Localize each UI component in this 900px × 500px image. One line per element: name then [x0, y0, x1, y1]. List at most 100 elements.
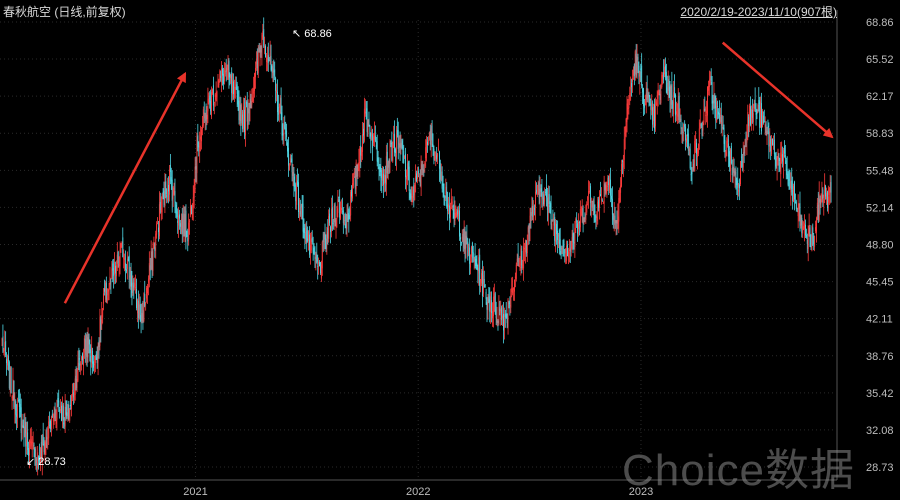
candle-body [159, 201, 161, 210]
candle-body [605, 185, 607, 193]
candle-body [51, 413, 53, 418]
candle-body [53, 412, 55, 422]
candle-body [282, 133, 284, 136]
candle-body [784, 154, 786, 159]
candle-body [768, 131, 770, 147]
date-range-link[interactable]: 2020/2/19-2023/11/10(907根) [680, 5, 837, 19]
x-tick-label: 2023 [629, 486, 653, 498]
candle-body [231, 72, 233, 94]
candle-body [297, 180, 299, 186]
candle-body [494, 293, 496, 314]
candle-body [743, 152, 745, 156]
candle-body [441, 171, 443, 189]
candle-body [694, 141, 696, 172]
candle-body [400, 142, 402, 148]
candle-body [828, 189, 830, 195]
candle-body [278, 110, 280, 113]
candle-body [517, 254, 519, 263]
candle-body [385, 156, 387, 185]
candle-body [803, 226, 805, 230]
candle-body [13, 380, 15, 408]
candle-body [689, 148, 691, 169]
candle-body [767, 125, 769, 128]
candle-body [614, 215, 616, 225]
candle-body [592, 200, 594, 208]
candle-body [2, 336, 4, 352]
candle-body [620, 185, 622, 193]
candle-body [377, 157, 379, 163]
candle-body [133, 282, 135, 288]
candle-body [71, 395, 72, 410]
candle-body [7, 358, 8, 366]
candle-body [442, 183, 444, 186]
candle-body [157, 223, 159, 225]
candle-body [492, 311, 493, 319]
grid-lines [0, 10, 838, 481]
candle-body [451, 201, 453, 204]
candle-body [337, 199, 339, 213]
candle-body [804, 223, 805, 229]
candle-body [48, 421, 50, 439]
candle-body [246, 102, 248, 122]
candle-body [285, 127, 287, 135]
candle-body [311, 238, 313, 243]
candle-body [137, 300, 139, 318]
candle-body [780, 152, 782, 175]
candle-body [35, 458, 37, 463]
candle-body [675, 111, 677, 115]
candle-body [117, 251, 119, 264]
candle-body [734, 171, 736, 175]
candle-body [220, 75, 222, 78]
candle-body [464, 229, 466, 250]
x-tick-label: 2022 [406, 486, 430, 498]
y-tick-label: 42.11 [866, 314, 893, 326]
candle-body [446, 190, 448, 207]
candle-body [814, 236, 816, 247]
candle-body [347, 213, 349, 220]
annotations: ↖ 68.86 ↙ 28.73 [26, 28, 332, 468]
candle-body [588, 190, 590, 196]
candle-body [515, 264, 517, 279]
candle-body [811, 232, 813, 251]
candle-body [551, 224, 553, 230]
candle-body [559, 239, 561, 251]
candle-body [636, 56, 638, 76]
y-axis: 68.86 65.52 62.17 58.83 55.48 52.14 48.80 45.45… [866, 17, 894, 474]
candle-body [141, 313, 143, 322]
candle-body [547, 196, 549, 214]
candle-body [425, 147, 427, 159]
candle-body [495, 309, 497, 319]
candle-body [387, 164, 389, 175]
candle-body [794, 181, 795, 200]
candle-body [783, 150, 784, 166]
candle-body [749, 105, 751, 124]
candle-body [773, 139, 775, 155]
candle-body [82, 356, 84, 366]
candle-body [738, 189, 740, 192]
candle-body [331, 207, 333, 218]
candle-body [17, 404, 19, 419]
candle-body [763, 120, 765, 123]
candle-body [236, 84, 238, 94]
candle-body [37, 452, 39, 468]
candle-body [222, 68, 223, 76]
candle-body [672, 101, 674, 109]
candle-body [761, 103, 762, 132]
candle-body [732, 166, 734, 171]
candle-body [115, 265, 116, 274]
candle-body [33, 445, 35, 447]
candle-body [187, 237, 189, 242]
candle-body [232, 80, 234, 95]
candle-body [135, 287, 137, 289]
candle-body [498, 306, 500, 325]
candle-body [31, 441, 33, 445]
candle-body [241, 111, 243, 119]
candle-body [268, 58, 270, 62]
candle-body [9, 368, 11, 392]
candle-body [129, 275, 131, 278]
candle-body [576, 220, 578, 222]
candle-body [120, 243, 122, 249]
candle-body [74, 378, 76, 396]
candle-body [582, 208, 584, 225]
candle-body [539, 188, 541, 203]
